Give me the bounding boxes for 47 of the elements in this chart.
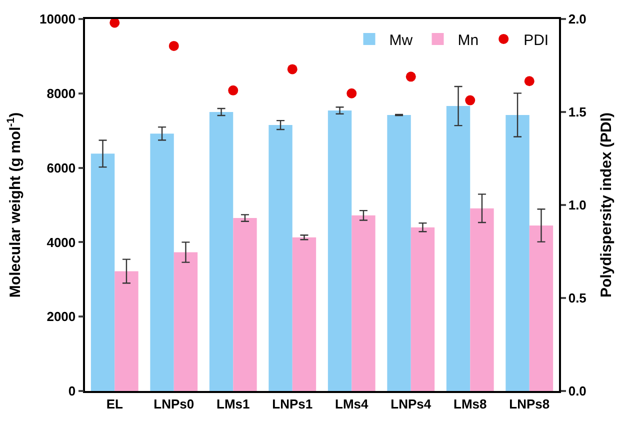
bar <box>150 134 174 391</box>
x-tick-label: LMs1 <box>216 396 250 412</box>
bar <box>506 114 530 391</box>
y-tick-label: 0 <box>68 384 76 399</box>
point <box>168 40 179 51</box>
y-tick-label: 4000 <box>46 234 76 250</box>
y2-tick-label: 2.0 <box>568 12 586 27</box>
y2-tick-label: 0.5 <box>568 290 586 306</box>
bar <box>268 125 292 391</box>
bar <box>114 271 138 391</box>
legend-label: Mw <box>389 32 413 49</box>
bar <box>470 208 494 391</box>
point <box>524 76 534 86</box>
point <box>110 19 120 28</box>
x-tick-label: LNPs0 <box>154 396 194 412</box>
bar <box>233 218 257 391</box>
bar <box>446 106 470 391</box>
y2-tick-label: 1.0 <box>568 198 586 213</box>
point <box>346 88 357 98</box>
bar <box>174 252 198 391</box>
x-tick-label: EL <box>106 396 123 412</box>
point <box>228 85 238 96</box>
bar <box>529 225 554 391</box>
y-tick-label: 10000 <box>39 12 76 27</box>
legend-label: Mn <box>458 32 479 49</box>
bar <box>352 215 376 391</box>
x-tick-label: LNPs8 <box>509 396 550 412</box>
legend-label: PDI <box>524 32 549 49</box>
x-tick-label: LNPs1 <box>272 396 313 412</box>
bar <box>410 227 435 391</box>
point <box>465 95 476 106</box>
bar <box>292 237 316 391</box>
y2-axis-title: Polydispersity index (PDI) <box>598 112 615 298</box>
y-tick-label: 2000 <box>46 309 76 324</box>
bar <box>209 112 234 391</box>
x-tick-label: LNPs4 <box>390 396 432 412</box>
bar <box>90 154 115 391</box>
bar <box>328 110 352 391</box>
y-tick-label: 6000 <box>46 160 76 176</box>
y-tick-label: 8000 <box>46 86 76 101</box>
x-tick-label: LMs8 <box>454 396 487 412</box>
y2-tick-label: 1.5 <box>568 104 586 120</box>
point <box>406 72 416 82</box>
y2-tick-label: 0.0 <box>568 384 586 399</box>
x-tick-label: LMs4 <box>335 396 370 412</box>
bar <box>387 114 411 391</box>
point <box>287 64 298 74</box>
